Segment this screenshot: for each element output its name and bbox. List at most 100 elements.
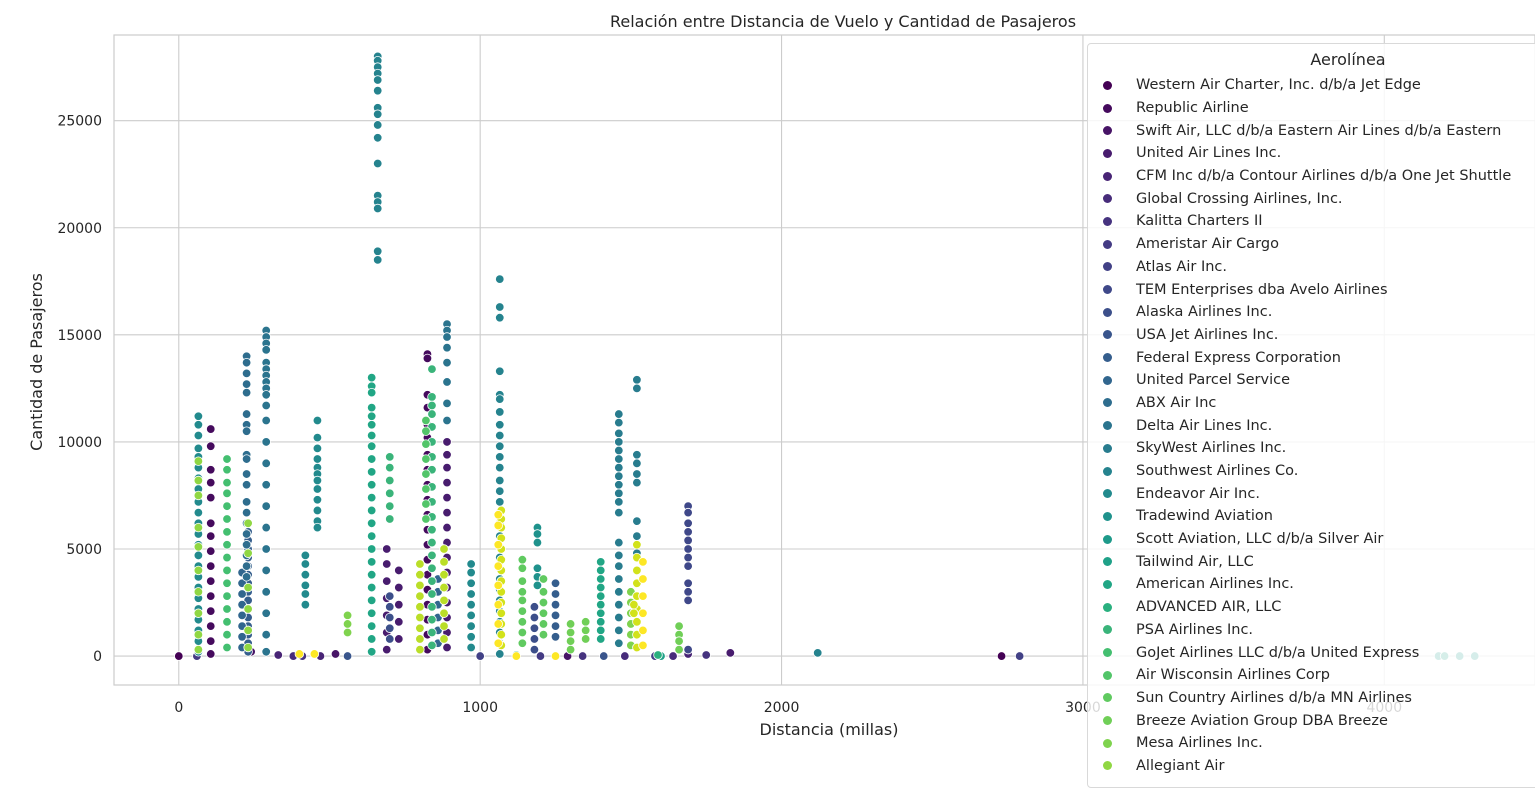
legend-label: PSA Airlines Inc. — [1136, 621, 1254, 638]
data-point — [206, 441, 216, 451]
data-point — [222, 552, 232, 563]
data-point — [550, 621, 561, 631]
data-point — [614, 587, 624, 597]
data-point — [517, 563, 528, 573]
data-point — [495, 430, 505, 441]
data-point — [427, 576, 437, 586]
data-point — [580, 617, 591, 627]
data-point — [495, 475, 505, 486]
data-point — [261, 608, 271, 618]
data-point — [206, 576, 216, 586]
data-point — [493, 540, 503, 550]
data-point — [415, 644, 425, 655]
data-point — [261, 400, 271, 411]
data-point — [565, 627, 576, 638]
data-point — [415, 634, 425, 644]
legend-item: Federal Express Corporation — [1088, 346, 1511, 369]
legend-label: USA Jet Airlines Inc. — [1136, 326, 1279, 343]
data-point — [495, 497, 505, 507]
data-point — [614, 428, 624, 439]
legend-marker — [1103, 466, 1112, 476]
data-point — [614, 437, 624, 447]
data-point — [638, 640, 648, 651]
legend-item: TEM Enterprises dba Avelo Airlines — [1088, 278, 1511, 301]
legend-label: Air Wisconsin Airlines Corp — [1136, 667, 1330, 684]
legend-item: Scott Aviation, LLC d/b/a Silver Air — [1088, 528, 1511, 551]
data-point — [206, 477, 216, 488]
data-point — [243, 582, 253, 593]
legend-marker — [1103, 171, 1112, 181]
data-point — [596, 574, 606, 584]
data-point — [222, 617, 232, 627]
data-point — [538, 608, 549, 618]
legend-item: Western Air Charter, Inc. d/b/a Jet Edge — [1088, 74, 1511, 97]
data-point — [366, 531, 377, 541]
data-point — [517, 606, 528, 616]
data-point — [273, 650, 283, 660]
data-point — [206, 492, 216, 503]
data-point — [415, 570, 425, 580]
legend-marker — [1103, 148, 1112, 158]
legend-label: Tradewind Aviation — [1136, 508, 1273, 525]
legend-label: Alaska Airlines Inc. — [1136, 304, 1273, 321]
data-point — [495, 452, 505, 462]
data-point — [222, 591, 232, 601]
data-point — [614, 625, 624, 636]
data-point — [222, 578, 232, 588]
data-point — [241, 387, 252, 398]
data-point — [261, 345, 271, 355]
data-point — [241, 357, 252, 368]
data-point — [241, 368, 252, 379]
data-point — [427, 392, 437, 402]
data-point — [427, 537, 437, 548]
data-point — [237, 610, 247, 621]
data-point — [439, 621, 449, 631]
data-point — [596, 565, 606, 576]
data-point — [421, 439, 431, 449]
data-point — [300, 589, 311, 599]
legend-item: Tradewind Aviation — [1088, 505, 1511, 528]
data-point — [683, 507, 693, 518]
data-point — [241, 561, 252, 571]
data-point — [366, 467, 377, 477]
data-point — [421, 469, 431, 479]
data-point — [415, 559, 425, 569]
data-point — [632, 540, 642, 550]
data-point — [614, 561, 624, 571]
legend-marker — [1103, 579, 1112, 589]
data-point — [427, 589, 437, 599]
legend-label: ADVANCED AIR, LLC — [1136, 599, 1282, 616]
data-point — [241, 540, 252, 550]
data-point — [614, 497, 624, 507]
data-point — [373, 120, 383, 130]
data-point — [493, 619, 503, 629]
data-point — [614, 507, 624, 518]
data-point — [495, 302, 505, 312]
data-point — [517, 576, 528, 586]
data-point — [222, 477, 232, 488]
data-point — [493, 561, 503, 571]
data-point — [294, 649, 305, 659]
data-point — [550, 599, 561, 610]
legend-label: GoJet Airlines LLC d/b/a United Express — [1136, 644, 1420, 661]
data-point — [394, 617, 404, 627]
data-point — [442, 398, 452, 409]
data-point — [366, 634, 377, 644]
data-point — [312, 443, 323, 454]
data-point — [580, 625, 591, 636]
legend-marker — [1103, 489, 1112, 499]
data-point — [632, 375, 642, 385]
data-point — [614, 471, 624, 481]
data-point — [193, 456, 204, 466]
data-point — [532, 529, 543, 539]
data-point — [466, 559, 476, 569]
data-point — [439, 570, 449, 580]
data-point — [495, 462, 505, 473]
data-point — [385, 623, 395, 633]
y-tick-label: 0 — [93, 649, 102, 665]
data-point — [243, 548, 253, 558]
legend-label: Delta Air Lines Inc. — [1136, 417, 1273, 434]
data-point — [415, 602, 425, 612]
data-point — [366, 505, 377, 516]
data-point — [261, 415, 271, 426]
